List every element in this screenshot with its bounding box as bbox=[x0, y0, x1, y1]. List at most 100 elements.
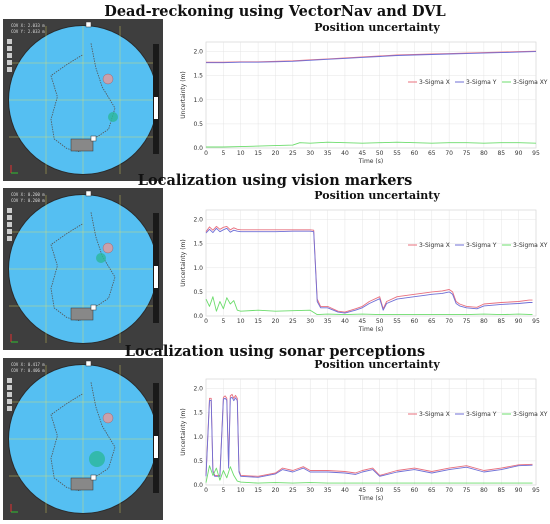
tool-button bbox=[7, 392, 12, 397]
x-tick-label: 45 bbox=[358, 487, 366, 494]
panel-3-chart: Position uncertainty 0 5 10 15 20 25 30 35 40 45 50… bbox=[177, 357, 548, 505]
vehicle-body bbox=[70, 138, 94, 152]
x-tick-label: 35 bbox=[324, 487, 332, 494]
x-tick-label: 95 bbox=[532, 150, 540, 157]
tool-button bbox=[7, 236, 12, 241]
legend-label: 3-Sigma X bbox=[419, 79, 450, 86]
x-tick-label: 35 bbox=[324, 150, 332, 157]
x-tick-label: 50 bbox=[376, 487, 384, 494]
cov-readout: COV X: 0.417 m bbox=[11, 362, 45, 367]
north-marker bbox=[85, 190, 92, 197]
y-axis-label: Uncertainty (m) bbox=[180, 239, 187, 287]
x-tick-label: 0 bbox=[204, 150, 208, 157]
panel-1-heading: Dead-reckoning using VectorNav and DVL bbox=[104, 3, 446, 20]
north-marker bbox=[85, 21, 92, 28]
legend-label: 3-Sigma Y bbox=[466, 79, 497, 86]
panel-1-chart-svg: Position uncertainty 0 5 10 15 20 25 30 35 40 45 50… bbox=[180, 21, 548, 165]
uncertainty-ellipse bbox=[96, 253, 106, 263]
x-tick-label: 15 bbox=[254, 487, 262, 494]
y-tick-label: 0.0 bbox=[193, 482, 203, 489]
x-tick-label: 95 bbox=[532, 487, 540, 494]
y-tick-label: 0.5 bbox=[193, 289, 203, 296]
trajectory-path bbox=[50, 382, 116, 492]
x-tick-label: 85 bbox=[497, 487, 505, 494]
chart-title: Position uncertainty bbox=[314, 189, 440, 202]
plot-area bbox=[205, 41, 537, 149]
target-marker bbox=[102, 242, 114, 254]
x-tick-label: 40 bbox=[341, 150, 349, 157]
x-tick-label: 35 bbox=[324, 318, 332, 325]
x-tick-label: 50 bbox=[376, 150, 384, 157]
trajectory-path bbox=[50, 212, 116, 322]
tool-button bbox=[7, 60, 12, 65]
plot-area bbox=[205, 209, 537, 317]
x-tick-label: 55 bbox=[393, 150, 401, 157]
north-marker bbox=[85, 360, 92, 367]
series-line bbox=[205, 227, 533, 314]
x-tick-label: 10 bbox=[237, 487, 245, 494]
x-tick-label: 55 bbox=[393, 318, 401, 325]
cov-readout: COV Y: 2.033 m bbox=[11, 29, 45, 34]
x-tick-label: 60 bbox=[411, 487, 419, 494]
panel-3-chart-svg: Position uncertainty 0 5 10 15 20 25 30 35 40 45 50… bbox=[180, 358, 548, 502]
x-tick-label: 40 bbox=[341, 487, 349, 494]
target-marker bbox=[102, 412, 114, 424]
cov-readout: COV X: 0.200 m bbox=[11, 192, 45, 197]
cov-readout: COV X: 2.033 m bbox=[11, 23, 45, 28]
x-tick-label: 65 bbox=[428, 318, 436, 325]
tool-button bbox=[7, 46, 12, 51]
x-tick-label: 70 bbox=[445, 150, 453, 157]
x-tick-label: 10 bbox=[237, 150, 245, 157]
y-tick-label: 1.5 bbox=[193, 241, 203, 248]
panel-2-chart-svg: Position uncertainty 0 5 10 15 20 25 30 35 40 45 50… bbox=[180, 189, 548, 333]
legend-label: 3-Sigma Y bbox=[466, 242, 497, 249]
x-tick-label: 80 bbox=[480, 318, 488, 325]
x-tick-label: 85 bbox=[497, 318, 505, 325]
x-tick-label: 60 bbox=[411, 318, 419, 325]
legend-label: 3-Sigma X bbox=[419, 242, 450, 249]
y-tick-label: 0.0 bbox=[193, 145, 203, 152]
tool-button bbox=[7, 399, 12, 404]
tool-button bbox=[7, 215, 12, 220]
vehicle-body bbox=[70, 477, 94, 491]
y-tick-label: 2.0 bbox=[193, 386, 203, 393]
x-tick-label: 75 bbox=[463, 318, 471, 325]
x-tick-label: 90 bbox=[515, 318, 523, 325]
tool-button bbox=[7, 53, 12, 58]
chart-title: Position uncertainty bbox=[314, 358, 440, 371]
x-tick-label: 45 bbox=[358, 318, 366, 325]
legend-label: 3-Sigma XY bbox=[513, 242, 548, 249]
x-tick-label: 45 bbox=[358, 150, 366, 157]
x-tick-label: 65 bbox=[428, 150, 436, 157]
plot-area bbox=[205, 378, 537, 486]
uncertainty-ellipse bbox=[89, 451, 105, 467]
x-axis-label: Time (s) bbox=[358, 495, 383, 502]
x-tick-label: 95 bbox=[532, 318, 540, 325]
vehicle-body bbox=[70, 307, 94, 321]
scale-bar-fill bbox=[154, 436, 158, 458]
x-tick-label: 30 bbox=[306, 487, 314, 494]
panel-1-chart: Position uncertainty 0 5 10 15 20 25 30 35 40 45 50… bbox=[177, 20, 548, 168]
x-tick-label: 65 bbox=[428, 487, 436, 494]
x-tick-label: 90 bbox=[515, 487, 523, 494]
y-tick-label: 0.0 bbox=[193, 313, 203, 320]
scale-bar-fill bbox=[154, 266, 158, 288]
panel-1-sim-view: COV X: 2.033 m COV Y: 2.033 m bbox=[3, 19, 163, 181]
panel-3-sim-view: COV X: 0.417 m COV Y: 0.406 m bbox=[3, 358, 163, 520]
x-tick-label: 80 bbox=[480, 150, 488, 157]
y-tick-label: 1.0 bbox=[193, 265, 203, 272]
cov-readout: COV Y: 0.406 m bbox=[11, 368, 45, 373]
tool-button bbox=[7, 406, 12, 411]
y-tick-label: 2.0 bbox=[193, 49, 203, 56]
trajectory-path bbox=[50, 43, 116, 153]
series-line bbox=[206, 51, 537, 64]
x-tick-label: 90 bbox=[515, 150, 523, 157]
x-tick-label: 70 bbox=[445, 487, 453, 494]
x-tick-label: 60 bbox=[411, 150, 419, 157]
chart-title: Position uncertainty bbox=[314, 21, 440, 34]
x-tick-label: 5 bbox=[221, 150, 225, 157]
x-axis-label: Time (s) bbox=[358, 158, 383, 165]
cov-readout: COV Y: 0.208 m bbox=[11, 198, 45, 203]
